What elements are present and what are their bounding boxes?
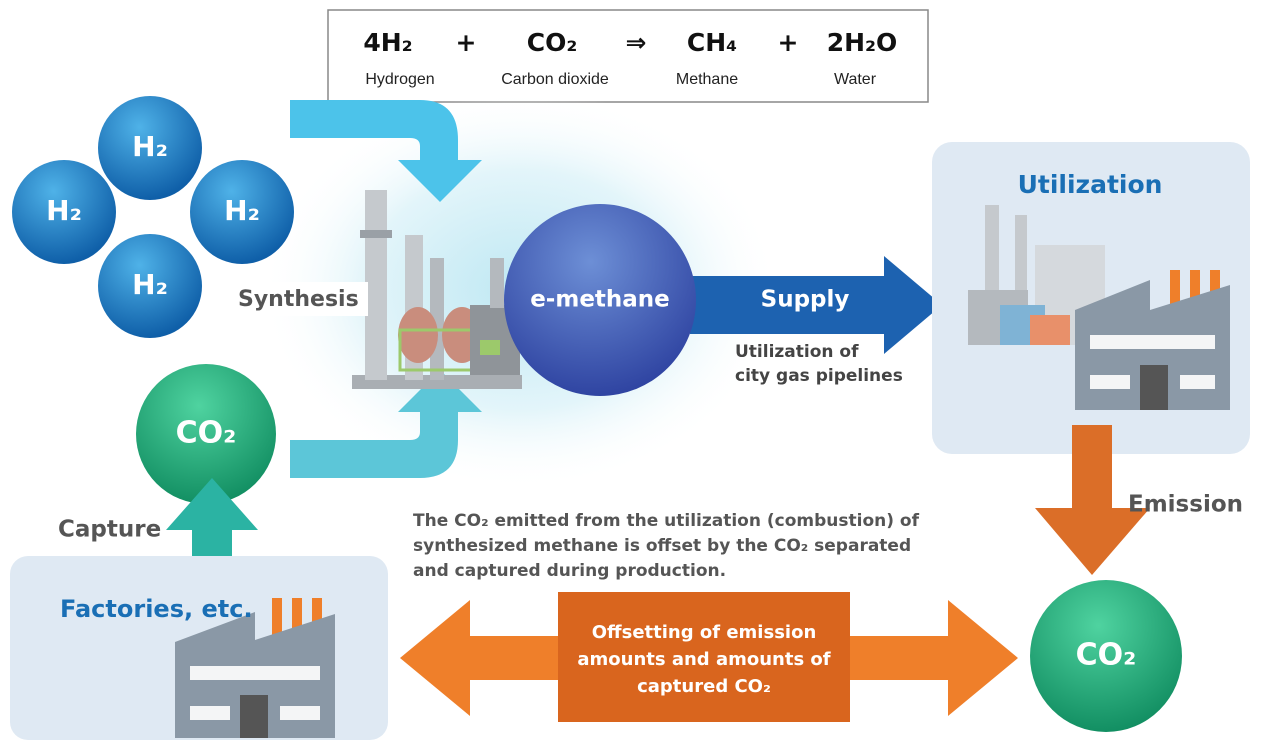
emission-arrow-part <box>1072 425 1112 515</box>
operator: ⇒ <box>626 28 647 57</box>
formula: CH₄ <box>687 28 737 57</box>
synthesis-plant-part <box>490 258 504 308</box>
e-methane-label: e-methane <box>530 287 670 313</box>
emission-arrow-part <box>1035 508 1150 575</box>
supply-note: city gas pipelines <box>735 366 903 386</box>
utilization-box-part <box>1180 375 1215 389</box>
offsetting-arrow-part <box>400 600 470 716</box>
factories-box-part <box>190 666 320 680</box>
factories-box <box>10 556 388 740</box>
synthesis-plant-part <box>360 230 392 238</box>
supply-label: Supply <box>761 287 850 313</box>
formula-name: Methane <box>676 71 738 88</box>
factories-box-part <box>272 598 282 636</box>
factories-box-part <box>280 706 320 720</box>
offsetting-line: amounts and amounts of <box>577 649 830 670</box>
formula-name: Carbon dioxide <box>501 71 609 88</box>
explanation-line: synthesized methane is offset by the CO₂… <box>413 536 911 556</box>
synthesis-label: Synthesis <box>238 287 359 312</box>
operator: + <box>456 28 477 57</box>
factories-box-part <box>240 695 268 738</box>
synthesis-plant-part <box>480 340 500 355</box>
formula: 2H₂O <box>827 28 898 57</box>
utilization-label: Utilization <box>1018 170 1163 199</box>
h2-label: H₂ <box>132 130 168 163</box>
explanation-line: and captured during production. <box>413 561 726 581</box>
page: 4H₂ + CO₂ ⇒ CH₄ + 2H₂O Hydrogen Carbon d… <box>0 0 1266 745</box>
equation-box: 4H₂ + CO₂ ⇒ CH₄ + 2H₂O Hydrogen Carbon d… <box>328 10 928 102</box>
h2-label: H₂ <box>132 268 168 301</box>
explanation-line: The CO₂ emitted from the utilization (co… <box>413 511 920 531</box>
co2-label: CO₂ <box>1076 638 1137 673</box>
factories-box-part <box>190 706 230 720</box>
offsetting-line: Offsetting of emission <box>592 622 817 643</box>
formula: CO₂ <box>527 28 578 57</box>
co2-label: CO₂ <box>176 416 237 451</box>
formula-name: Water <box>834 71 877 88</box>
formula: 4H₂ <box>363 28 412 57</box>
emission-label: Emission <box>1128 492 1243 518</box>
diagram: 4H₂ + CO₂ ⇒ CH₄ + 2H₂O Hydrogen Carbon d… <box>0 0 1266 745</box>
synthesis-plant-part <box>398 307 438 363</box>
h2-label: H₂ <box>46 194 82 227</box>
offsetting-line: captured CO₂ <box>637 676 771 697</box>
formula-name: Hydrogen <box>365 71 434 88</box>
supply-note: Utilization of <box>735 342 859 362</box>
operator: + <box>778 28 799 57</box>
utilization-box-part <box>1030 315 1070 345</box>
utilization-box-part <box>1140 365 1168 410</box>
offsetting-arrow-part <box>948 600 1018 716</box>
utilization-box-part <box>1090 335 1215 349</box>
synthesis-plant-part <box>365 190 387 380</box>
utilization-box-part <box>1090 375 1130 389</box>
capture-label: Capture <box>58 517 161 543</box>
factories-label: Factories, etc. <box>60 595 253 623</box>
h2-label: H₂ <box>224 194 260 227</box>
